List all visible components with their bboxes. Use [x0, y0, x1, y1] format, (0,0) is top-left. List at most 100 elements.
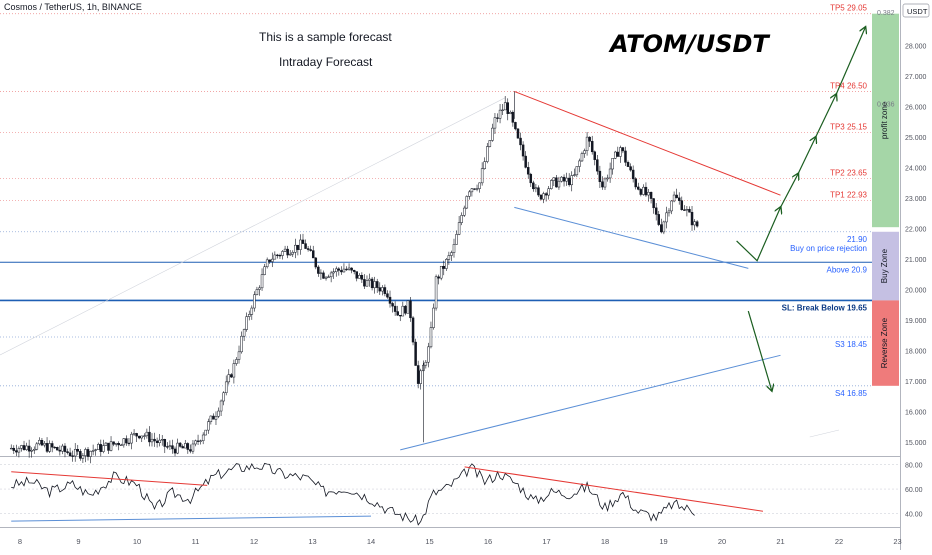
candle-body — [143, 435, 146, 437]
level-label: 21.90 — [847, 235, 868, 244]
candle-body — [17, 448, 21, 453]
candle-body — [427, 346, 430, 363]
candle-body — [491, 127, 494, 141]
candle-body — [588, 136, 591, 142]
candle-body — [329, 272, 333, 278]
candles — [9, 96, 699, 464]
candle-body — [619, 147, 622, 157]
candle-body — [644, 186, 648, 196]
level-label: Above 20.9 — [827, 265, 868, 274]
candle-body — [473, 188, 476, 190]
candle-body — [424, 361, 428, 366]
candle-body — [20, 445, 23, 449]
candle-body — [240, 335, 243, 353]
time-tick-label: 16 — [484, 537, 492, 546]
candle-body — [401, 305, 405, 317]
candle-body — [132, 433, 136, 435]
candle-body — [360, 275, 364, 280]
time-tick-label: 23 — [893, 537, 901, 546]
candle-body — [224, 381, 228, 394]
trendline-lower-channel — [514, 206, 749, 269]
price-tick-label: 26.000 — [905, 105, 927, 112]
candle-body — [555, 177, 558, 188]
candle-body — [27, 445, 31, 452]
candle-body — [383, 287, 387, 294]
candle-body — [521, 144, 525, 157]
candle-body — [552, 177, 556, 181]
candle-body — [163, 439, 167, 447]
candle-body — [214, 416, 218, 420]
candle-body — [79, 451, 82, 459]
candle-body — [278, 254, 282, 257]
candle-body — [317, 266, 320, 274]
candle-body — [337, 268, 341, 271]
candle-body — [662, 221, 666, 233]
candle-body — [437, 276, 440, 279]
forecast-arrow-1 — [779, 174, 799, 208]
candle-body — [178, 442, 182, 447]
candle-body — [181, 446, 184, 449]
candle-body — [247, 314, 251, 317]
zone-1 — [872, 231, 899, 301]
candle-body — [127, 442, 131, 445]
price-tick-label: 23.000 — [905, 196, 927, 203]
candle-body — [529, 173, 533, 184]
candle-body — [125, 438, 128, 444]
candle-body — [324, 276, 328, 279]
candle-body — [63, 445, 67, 452]
candle-body — [109, 441, 113, 451]
candle-body — [616, 151, 620, 157]
candle-body — [86, 449, 90, 457]
candle-body — [96, 444, 100, 450]
note-intraday-forecast: Intraday Forecast — [279, 55, 373, 69]
candle-body — [43, 443, 46, 446]
candle-body — [258, 287, 261, 290]
candle-body — [207, 421, 210, 431]
candle-body — [204, 429, 207, 436]
time-tick-label: 14 — [367, 537, 375, 546]
candle-body — [173, 448, 177, 454]
candle-body — [386, 293, 389, 298]
currency-label: USDT — [907, 7, 928, 16]
candle-body — [355, 271, 358, 279]
candle-body — [493, 117, 497, 129]
candle-body — [212, 415, 215, 420]
candle-body — [391, 303, 394, 307]
forecast-arrow-3 — [815, 95, 837, 138]
candle-body — [40, 439, 44, 446]
candle-body — [114, 443, 118, 445]
candle-body — [557, 180, 561, 188]
candle-body — [639, 189, 643, 195]
candle-body — [685, 209, 689, 211]
candle-body — [99, 444, 103, 452]
candle-body — [506, 102, 509, 114]
candle-body — [120, 444, 123, 446]
candle-body — [311, 250, 315, 259]
candle-body — [352, 269, 356, 272]
candle-body — [475, 188, 479, 190]
candle-body — [199, 440, 202, 442]
candle-body — [680, 200, 684, 210]
candle-body — [230, 374, 233, 378]
candle-body — [690, 211, 694, 226]
candle-body — [112, 441, 115, 445]
candle-body — [478, 182, 481, 189]
candle-body — [45, 443, 49, 452]
candle-body — [629, 166, 632, 171]
candle-body — [48, 443, 51, 452]
candle-body — [265, 259, 269, 268]
candle-body — [191, 443, 195, 452]
candle-body — [189, 449, 192, 452]
candle-body — [434, 276, 438, 309]
candle-body — [439, 265, 443, 279]
candle-body — [675, 194, 678, 199]
zone-2 — [872, 300, 899, 386]
price-tick-label: 22.000 — [905, 227, 927, 234]
candle-body — [171, 445, 174, 450]
candle-body — [654, 207, 658, 215]
candle-body — [332, 271, 335, 274]
candle-body — [50, 443, 54, 448]
candle-body — [652, 198, 655, 209]
